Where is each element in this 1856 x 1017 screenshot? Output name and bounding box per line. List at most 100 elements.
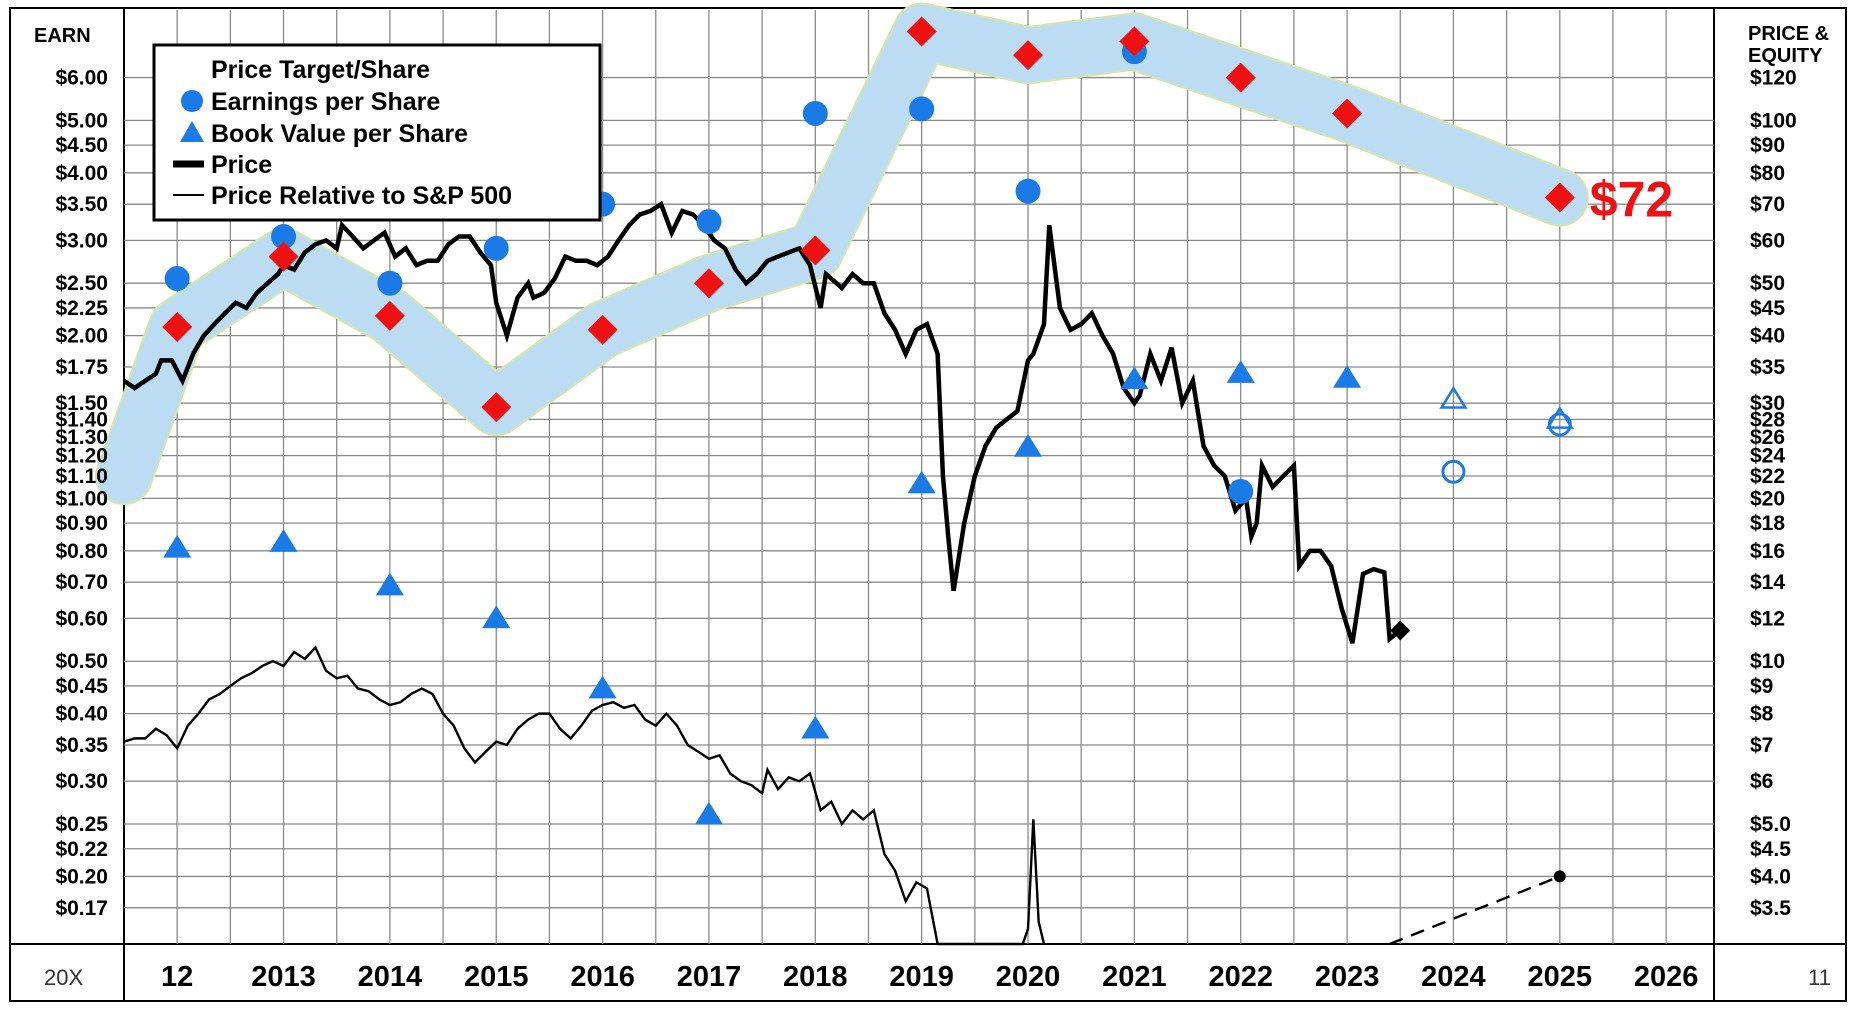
eps-projected-circle: [1441, 459, 1466, 484]
book-value-projected-triangle: [1545, 406, 1574, 429]
book-value-triangle: [163, 534, 192, 558]
eps-circle: [1015, 178, 1041, 204]
right-axis-tick-label: $40: [1750, 325, 1785, 348]
left-axis-tick-label: $5.00: [55, 109, 108, 132]
right-axis-tick-label: $28: [1750, 408, 1785, 431]
left-axis-tick-label: $2.00: [55, 325, 108, 348]
right-axis-tick-label: $45: [1750, 297, 1785, 320]
right-axis-tick-label: $3.5: [1750, 897, 1791, 920]
right-axis-tick-label: $16: [1750, 540, 1785, 563]
left-axis-tick-label: $0.20: [55, 865, 108, 888]
right-axis-tick-label: $4.5: [1750, 838, 1791, 861]
eps-circle: [377, 270, 403, 296]
right-axis-tick-label: $80: [1750, 162, 1785, 185]
x-axis-year-label: 2023: [1315, 961, 1380, 993]
x-axis-year-labels: 12 2013 2014 2015 2016 2017 2018 2019 2020 2021 20…: [161, 961, 1698, 993]
eps-circle: [164, 266, 190, 292]
left-axis-tick-label: $0.70: [55, 571, 108, 594]
projected-relative-end-dot: [1553, 870, 1566, 883]
right-axis-tick-label: $24: [1750, 445, 1785, 468]
book-value-triangle: [1013, 433, 1043, 457]
right-axis-header-line1: PRICE &: [1748, 23, 1829, 45]
price-target-diamond: [1119, 26, 1150, 57]
legend-label: Earnings per Share: [211, 88, 440, 116]
right-axis-tick-label: $26: [1750, 426, 1785, 449]
right-axis-tick-label: $50: [1750, 272, 1785, 295]
left-axis-tick-label: $4.00: [55, 162, 108, 185]
right-axis-tick-label: $12: [1750, 607, 1785, 630]
x-axis-year-label: 2025: [1528, 961, 1593, 993]
left-axis-header: EARN: [34, 25, 91, 47]
price-target-diamond: [587, 314, 618, 345]
x-axis-year-label: 12: [161, 961, 193, 993]
eps-circle: [271, 223, 297, 249]
price-target-diamond: [800, 235, 831, 266]
left-axis-tick-label: $0.40: [55, 703, 108, 726]
book-value-triangle: [269, 529, 298, 552]
left-axis-tick-label: $3.00: [55, 229, 108, 252]
book-value-triangle: [588, 675, 617, 699]
left-axis-tick-label: $1.20: [55, 445, 108, 468]
legend-circle-icon: [181, 90, 203, 112]
x-axis-year-label: 2019: [889, 961, 954, 993]
left-axis-tick-label: $0.60: [55, 607, 108, 630]
left-axis-tick-label: $1.40: [55, 408, 108, 431]
price-target-label: $72: [1590, 172, 1673, 228]
right-axis-tick-label: $70: [1750, 193, 1785, 216]
book-value-projected-triangle: [1439, 385, 1468, 409]
left-axis-tick-label: $0.22: [55, 838, 108, 861]
price-line: [122, 200, 1397, 644]
left-axis-tick-label: $2.50: [55, 272, 108, 295]
left-axis-tick-label: $1.00: [55, 487, 108, 510]
left-axis-tick-label: $0.17: [55, 897, 108, 920]
eps-circle: [696, 209, 722, 235]
left-axis-tick-label: $1.75: [55, 356, 108, 379]
data-markers: [162, 16, 1575, 883]
legend-triangle-icon: [180, 121, 204, 142]
right-axis-tick-label: $22: [1750, 465, 1785, 488]
left-axis-tick-label: $2.25: [55, 297, 108, 320]
price-target-diamond: [374, 300, 405, 331]
x-axis-year-label: 2016: [570, 961, 635, 993]
price-target-diamond: [693, 268, 724, 299]
left-axis-tick-label: $1.50: [55, 392, 108, 415]
x-axis-year-label: 2022: [1208, 961, 1273, 993]
price-target-diamond: [268, 241, 299, 272]
legend-label: Price: [211, 151, 272, 179]
right-axis-tick-label: $7: [1750, 734, 1773, 757]
price-target-diamond: [1225, 62, 1256, 93]
x-axis-year-label: 2026: [1634, 961, 1699, 993]
right-axis-tick-label: $14: [1750, 571, 1785, 594]
x-axis-year-label: 2013: [251, 961, 316, 993]
right-axis-tick-label: $35: [1750, 356, 1785, 379]
price-target-diamond: [1013, 40, 1044, 71]
x-axis-left-corner-label: 20X: [44, 965, 83, 990]
left-axis-tick-label: $0.25: [55, 813, 108, 836]
eps-circle: [909, 96, 935, 122]
left-axis-tick-label: $1.30: [55, 426, 108, 449]
price-target-diamond: [906, 16, 937, 47]
book-value-triangle: [1120, 366, 1149, 390]
right-axis-tick-label: $30: [1750, 392, 1785, 415]
book-value-triangle: [694, 801, 723, 825]
x-axis-year-label: 2021: [1102, 961, 1167, 993]
projected-relative-dashed-line: [1389, 875, 1561, 946]
x-axis-year-label: 2018: [783, 961, 848, 993]
price-target-diamond: [162, 311, 193, 342]
price-end-diamond: [1390, 620, 1411, 641]
right-axis-tick-label: $6: [1750, 770, 1773, 793]
left-axis-tick-label: $0.45: [55, 675, 108, 698]
book-value-triangle: [482, 605, 511, 629]
price-lines: [122, 200, 1561, 946]
x-axis-right-corner-label: 11: [1808, 965, 1831, 990]
book-value-triangle: [375, 572, 404, 596]
x-axis-year-label: 2015: [464, 961, 529, 993]
price-target-diamond: [1544, 182, 1575, 213]
left-axis-tick-label: $0.30: [55, 770, 108, 793]
left-axis-tick-label: $0.80: [55, 540, 108, 563]
x-axis-year-label: 2020: [996, 961, 1061, 993]
left-axis-tick-label: $3.50: [55, 193, 108, 216]
right-axis-header-line2: EQUITY: [1748, 45, 1823, 67]
x-axis-year-label: 2017: [677, 961, 742, 993]
